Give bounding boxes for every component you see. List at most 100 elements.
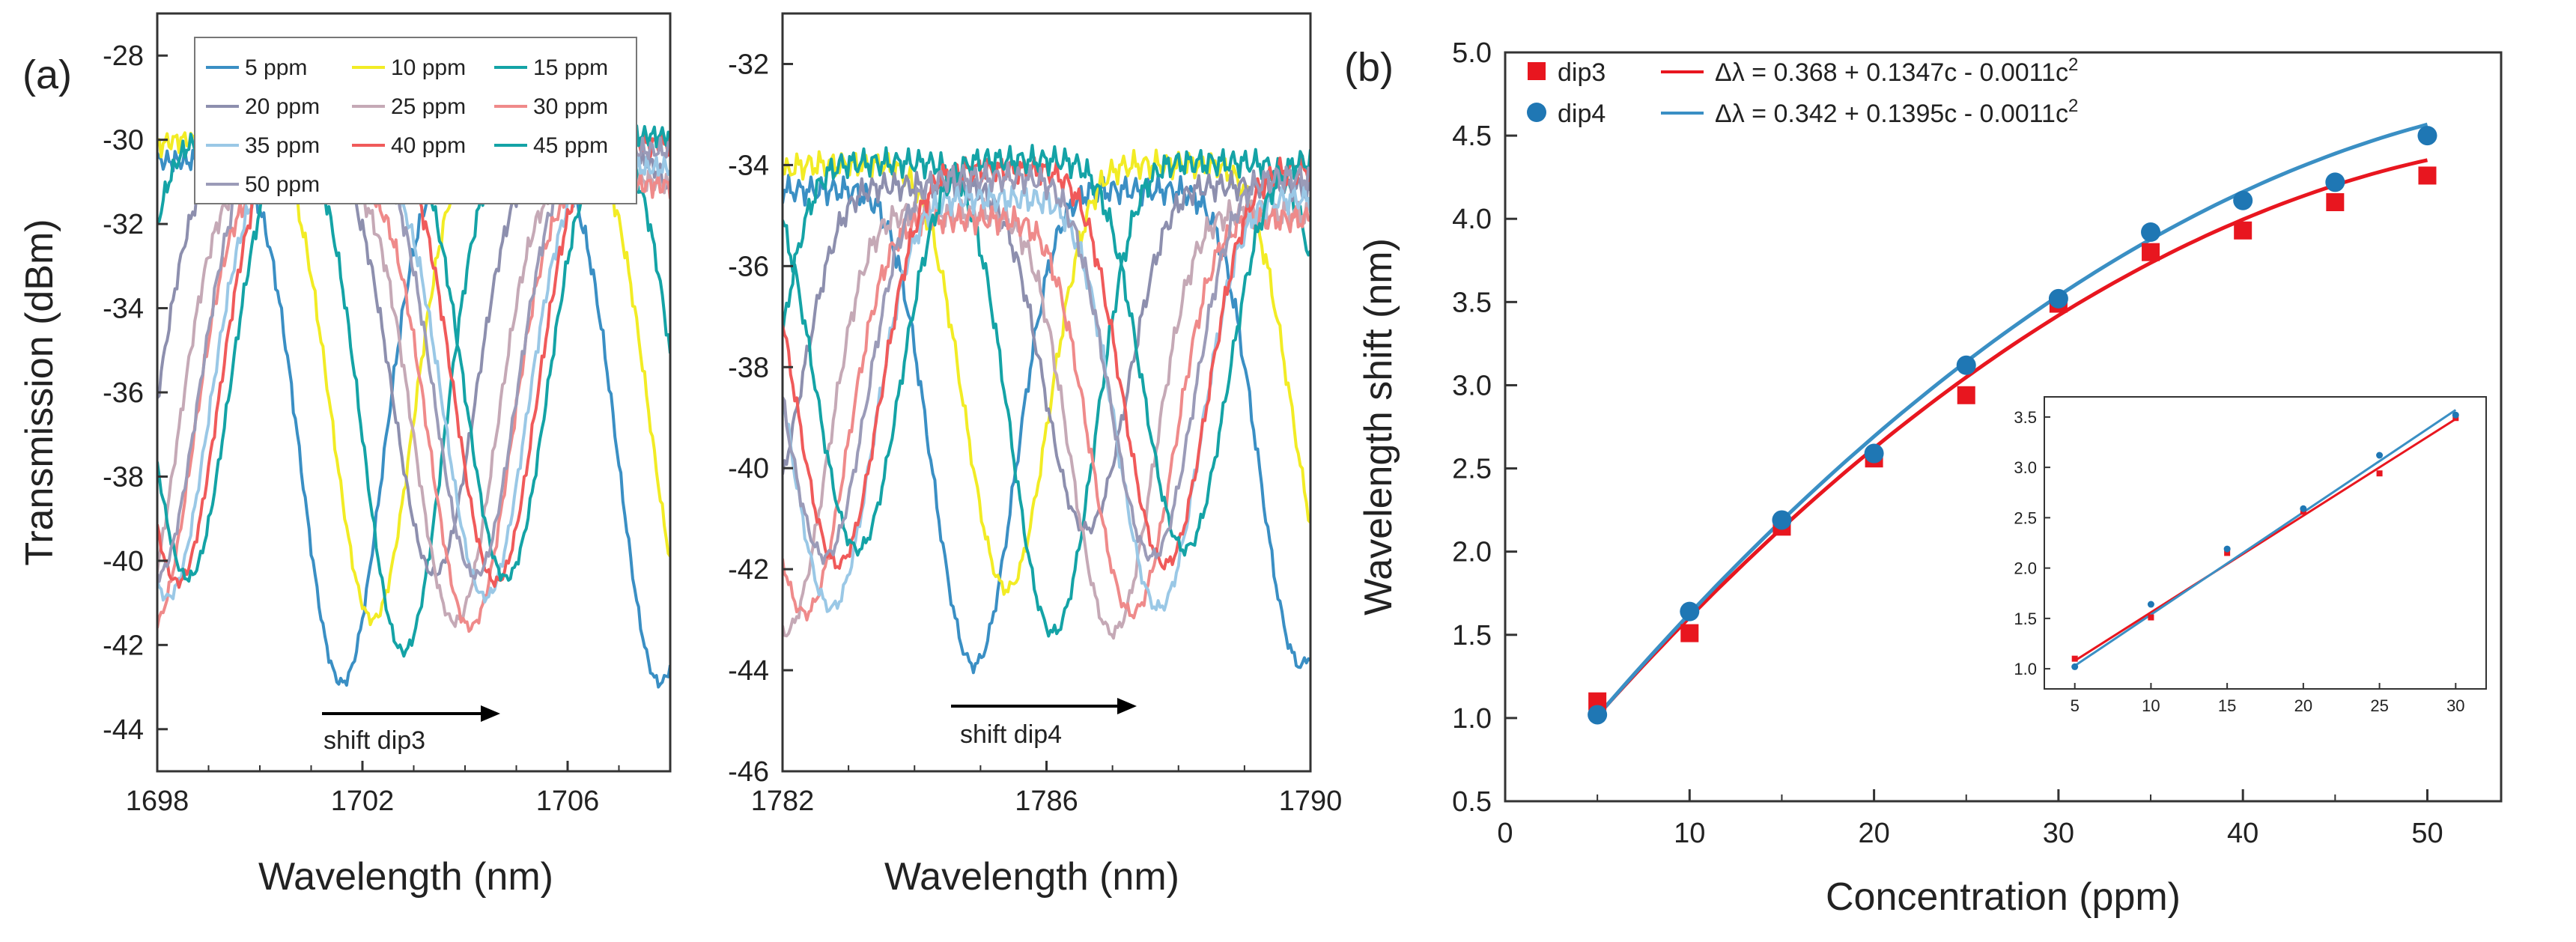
inset-dip3-point xyxy=(2071,655,2078,662)
inset-dip3-fit-line xyxy=(2074,418,2457,662)
dip3-plot: 1698 1702 1706-28-30-32-34-36-38-40-42-44 … xyxy=(18,12,672,899)
inset-y-tick-label: 3.0 xyxy=(2014,458,2037,477)
dip4-point xyxy=(1864,443,1884,464)
dip4-fit-curve xyxy=(1596,122,2428,717)
dip3-ticks: 1698 1702 1706 -28 -30 -32 -34 -36 -38 -40 -42 -44 xyxy=(103,40,671,817)
inset-y-tick-label: 2.0 xyxy=(2014,559,2037,578)
shift-legend: dip3 Δλ = 0.368 + 0.1347c - 0.0011c2 dip… xyxy=(1527,55,2078,128)
y-tick-label: -30 xyxy=(103,125,144,157)
inset-dip4-point xyxy=(2452,411,2459,419)
y-tick-label: 3.5 xyxy=(1452,287,1492,318)
inset-y-tick-label: 3.5 xyxy=(2014,408,2037,427)
legend-dip4-fit-label: Δλ = 0.342 + 0.1395c - 0.0011c2 xyxy=(1715,96,2078,128)
dip4-point xyxy=(1772,510,1792,530)
inset-y-tick-label: 1.0 xyxy=(2014,660,2037,678)
legend-dip4-marker xyxy=(1527,103,1546,122)
y-tick-label: -40 xyxy=(728,453,769,484)
inset-dip3-point xyxy=(2148,614,2154,621)
dip3-shift-arrow xyxy=(322,705,500,722)
dip4-plot: 1782 1786 1790 -32 -34 -36 -38 -40 -42 -44 -46 Wav… xyxy=(728,12,1342,899)
legend-dip3-fit-label: Δλ = 0.368 + 0.1347c - 0.0011c2 xyxy=(1715,55,2078,87)
x-tick-label: 1782 xyxy=(751,785,815,817)
y-tick-label: 0.5 xyxy=(1452,786,1492,818)
dip3-point xyxy=(2326,193,2345,211)
x-tick-label: 1702 xyxy=(331,785,395,817)
legend-label: 15 ppm xyxy=(533,55,608,80)
curve-15-ppm xyxy=(783,146,1310,638)
legend-label: 45 ppm xyxy=(533,133,608,158)
dip4-point xyxy=(2141,222,2161,242)
y-tick-label: 2.0 xyxy=(1452,537,1492,568)
shift-x-axis-label: Concentration (ppm) xyxy=(1826,875,2181,919)
legend-label: 20 ppm xyxy=(245,94,320,119)
y-tick-label: -34 xyxy=(103,294,144,325)
x-tick-label: 20 xyxy=(1858,818,1889,849)
inset-dip4-point xyxy=(2223,545,2231,553)
legend-label: 35 ppm xyxy=(245,133,320,158)
dip3-fit-curve xyxy=(1596,158,2428,717)
dip3-point xyxy=(2418,166,2437,185)
inset-y-tick-label: 1.5 xyxy=(2014,610,2037,628)
dip3-x-axis-label: Wavelength (nm) xyxy=(258,855,553,899)
inset-x-tick-label: 30 xyxy=(2446,696,2464,715)
inset-x-tick-label: 5 xyxy=(2071,696,2080,715)
dip3-point xyxy=(2142,243,2160,261)
inset-x-tick-label: 15 xyxy=(2218,696,2236,715)
y-tick-label: 4.0 xyxy=(1452,204,1492,235)
curve-25-ppm xyxy=(783,197,1310,640)
dip3-y-axis-label: Transmission (dBm) xyxy=(18,219,61,565)
legend-label: 25 ppm xyxy=(391,94,466,119)
x-tick-label: 0 xyxy=(1497,818,1513,849)
y-tick-label: -38 xyxy=(728,352,769,383)
y-tick-label: 1.5 xyxy=(1452,620,1492,651)
dip4-point xyxy=(1956,355,1976,375)
x-tick-label: 1790 xyxy=(1279,785,1343,817)
dip4-point xyxy=(2417,126,2437,146)
curve-50-ppm xyxy=(783,161,1310,565)
legend-label: 5 ppm xyxy=(245,55,307,80)
y-tick-label: -44 xyxy=(103,714,144,746)
dip3-point xyxy=(1957,386,1975,404)
x-tick-label: 1706 xyxy=(536,785,600,817)
dip3-point xyxy=(1680,624,1699,642)
y-tick-label: -40 xyxy=(103,546,144,577)
y-tick-label: 4.5 xyxy=(1452,121,1492,152)
fit-curves xyxy=(1596,122,2428,717)
inset-lines xyxy=(2074,409,2457,667)
inset-x-tick-label: 10 xyxy=(2142,696,2160,715)
dip4-shift-arrow xyxy=(951,698,1137,714)
dip4-point xyxy=(1588,705,1608,725)
y-tick-label: -32 xyxy=(728,49,769,80)
dip4-ticks: 1782 1786 1790 -32 -34 -36 -38 -40 -42 -44 -46 xyxy=(728,49,1342,817)
inset-dip3-point xyxy=(2224,550,2231,556)
legend-label: 10 ppm xyxy=(391,55,466,80)
x-tick-label: 30 xyxy=(2043,818,2074,849)
dip4-x-axis-label: Wavelength (nm) xyxy=(884,855,1179,899)
y-tick-label: 1.0 xyxy=(1452,703,1492,735)
legend-box xyxy=(194,37,637,204)
dip3-shift-annotation: shift dip3 xyxy=(323,726,425,755)
dip4-point xyxy=(2233,190,2253,210)
inset-dip3-point xyxy=(2376,470,2383,477)
legend-dip4-label: dip4 xyxy=(1558,100,1606,128)
dip4-point xyxy=(2325,172,2345,192)
inset-dip4-point xyxy=(2376,452,2384,459)
y-tick-label: -28 xyxy=(103,40,144,72)
y-tick-label: -42 xyxy=(728,554,769,586)
y-tick-label: -34 xyxy=(728,150,769,181)
inset-dip4-point xyxy=(2147,601,2154,608)
x-tick-label: 10 xyxy=(1674,818,1705,849)
dip4-shift-annotation: shift dip4 xyxy=(960,720,1062,749)
inset-dip4-fit-line xyxy=(2074,409,2457,667)
dip3-point xyxy=(2234,221,2253,240)
y-tick-label: 2.5 xyxy=(1452,454,1492,485)
inset-dip4-point xyxy=(2071,663,2079,670)
inset-plot: 5 10 15 20 25 30 1.0 1.5 2.0 2.5 3.0 3.5 xyxy=(2014,396,2487,715)
legend-label: 50 ppm xyxy=(245,172,320,197)
y-tick-label: -46 xyxy=(728,756,769,788)
x-tick-label: 1698 xyxy=(126,785,189,817)
x-tick-label: 50 xyxy=(2411,818,2443,849)
y-tick-label: -36 xyxy=(103,377,144,409)
y-tick-label: -42 xyxy=(103,630,144,661)
